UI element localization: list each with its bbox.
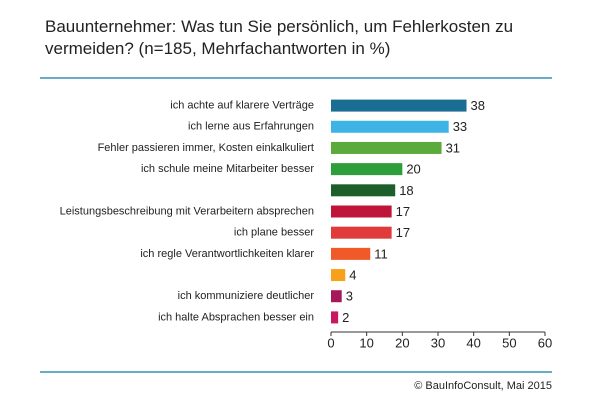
value-label: 38 <box>471 98 485 113</box>
value-label: 4 <box>349 267 356 282</box>
category-label: ich schule meine Mitarbeiter besser <box>141 163 314 175</box>
source: © BauInfoConsult, Mai 2015 <box>414 380 552 392</box>
x-tick-label: 50 <box>502 335 516 350</box>
bar <box>331 141 442 154</box>
bar <box>331 163 403 176</box>
value-label: 17 <box>396 204 410 219</box>
x-tick-label: 10 <box>359 335 373 350</box>
chart-title: Bauunternehmer: Was tun Sie persönlich, … <box>45 17 514 58</box>
x-tick-label: 20 <box>395 335 409 350</box>
bar <box>331 205 392 218</box>
bar <box>331 99 467 112</box>
category-label: ich lerne aus Erfahrungen <box>188 121 314 133</box>
x-tick-label: 30 <box>431 335 445 350</box>
value-label: 11 <box>374 246 388 261</box>
bar <box>331 184 396 197</box>
bar <box>331 226 392 239</box>
bar <box>331 247 371 260</box>
category-label: ich kommuniziere deutlicher <box>178 290 315 302</box>
value-label: 3 <box>346 289 353 304</box>
category-label: ich achte auf klarere Verträge <box>170 99 314 111</box>
category-label: ich plane besser <box>234 227 314 239</box>
value-label: 33 <box>453 119 467 134</box>
value-label: 2 <box>342 310 349 325</box>
category-label: Fehler passieren immer, Kosten einkalkul… <box>98 142 314 154</box>
bar <box>331 311 339 324</box>
category-label: ich halte Absprachen besser ein <box>158 311 314 323</box>
value-label: 17 <box>396 225 410 240</box>
bar <box>331 120 449 133</box>
value-label: 18 <box>399 183 413 198</box>
bar <box>331 290 342 303</box>
value-label: 31 <box>446 140 460 155</box>
category-label: Leistungsbeschreibung mit Verarbeitern a… <box>60 205 314 217</box>
value-label: 20 <box>406 162 420 177</box>
category-label: ich regle Verantwortlichkeiten klarer <box>140 248 314 260</box>
x-tick-label: 0 <box>327 335 334 350</box>
bar <box>331 269 346 282</box>
x-tick-label: 40 <box>466 335 480 350</box>
x-tick-label: 60 <box>538 335 552 350</box>
